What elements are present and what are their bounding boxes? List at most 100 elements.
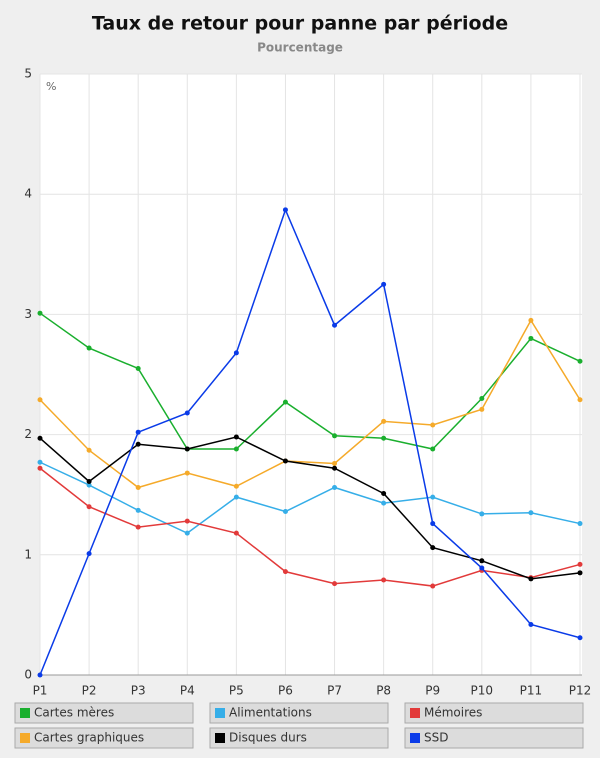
- point: [233, 434, 239, 440]
- legend-box[interactable]: [404, 702, 584, 724]
- point: [430, 494, 436, 500]
- y-tick-label: 5: [24, 67, 32, 81]
- point: [282, 399, 288, 405]
- legend-swatch: [410, 708, 420, 718]
- point: [37, 397, 43, 403]
- point: [479, 406, 485, 412]
- point: [577, 570, 583, 576]
- legend-box[interactable]: [14, 727, 194, 749]
- point: [577, 521, 583, 527]
- chart-subtitle: Pourcentage: [257, 41, 343, 55]
- x-tick-label: P6: [278, 684, 293, 698]
- point: [332, 433, 338, 439]
- point: [37, 435, 43, 441]
- point: [577, 635, 583, 641]
- x-tick-label: P9: [425, 684, 440, 698]
- y-unit: %: [46, 80, 56, 93]
- point: [86, 345, 92, 351]
- point: [86, 478, 92, 484]
- point: [381, 418, 387, 424]
- point: [528, 317, 534, 323]
- point: [381, 577, 387, 583]
- legend-label: Mémoires: [424, 706, 482, 720]
- point: [332, 484, 338, 490]
- x-tick-label: P7: [327, 684, 342, 698]
- x-tick-label: P8: [376, 684, 391, 698]
- point: [332, 581, 338, 587]
- point: [381, 435, 387, 441]
- legend-box[interactable]: [209, 727, 389, 749]
- y-tick-label: 4: [24, 187, 32, 201]
- point: [37, 465, 43, 471]
- legend-box[interactable]: [209, 702, 389, 724]
- point: [135, 507, 141, 513]
- y-tick-label: 0: [24, 668, 32, 682]
- point: [577, 561, 583, 567]
- point: [381, 281, 387, 287]
- point: [86, 551, 92, 557]
- y-tick-label: 3: [24, 307, 32, 321]
- point: [184, 410, 190, 416]
- point: [577, 358, 583, 364]
- point: [479, 558, 485, 564]
- point: [135, 524, 141, 530]
- point: [528, 510, 534, 516]
- point: [233, 483, 239, 489]
- chart-title: Taux de retour pour panne par période: [92, 13, 508, 35]
- point: [479, 396, 485, 402]
- point: [332, 465, 338, 471]
- point: [282, 458, 288, 464]
- point: [430, 521, 436, 527]
- point: [282, 207, 288, 213]
- point: [430, 545, 436, 551]
- legend-label: SSD: [424, 731, 448, 745]
- legend-swatch: [410, 733, 420, 743]
- point: [135, 441, 141, 447]
- series-line: [39, 312, 581, 450]
- point: [135, 484, 141, 490]
- point: [381, 500, 387, 506]
- legend-label: Alimentations: [229, 706, 312, 720]
- point: [233, 530, 239, 536]
- legend-box[interactable]: [404, 727, 584, 749]
- point: [184, 446, 190, 452]
- legend-label: Disques durs: [229, 731, 307, 745]
- legend-label: Cartes mères: [34, 706, 114, 720]
- x-tick-label: P5: [229, 684, 244, 698]
- x-tick-label: P3: [131, 684, 146, 698]
- legend-box[interactable]: [14, 702, 194, 724]
- x-tick-label: P2: [82, 684, 97, 698]
- point: [135, 429, 141, 435]
- y-tick-label: 2: [24, 427, 32, 441]
- point: [86, 447, 92, 453]
- point: [430, 422, 436, 428]
- point: [430, 446, 436, 452]
- point: [233, 350, 239, 356]
- point: [332, 322, 338, 328]
- point: [37, 310, 43, 316]
- series-line: [39, 436, 581, 580]
- x-tick-label: P11: [520, 684, 543, 698]
- point: [381, 490, 387, 496]
- point: [184, 470, 190, 476]
- series-line: [39, 318, 581, 489]
- legend-swatch: [215, 708, 225, 718]
- point: [528, 622, 534, 628]
- point: [184, 518, 190, 524]
- point: [135, 365, 141, 371]
- point: [528, 335, 534, 341]
- point: [184, 530, 190, 536]
- y-tick-label: 1: [24, 547, 32, 561]
- legend-swatch: [20, 708, 30, 718]
- series-line: [39, 467, 581, 587]
- legend-label: Cartes graphiques: [34, 731, 144, 745]
- point: [37, 459, 43, 465]
- point: [479, 511, 485, 517]
- point: [282, 509, 288, 515]
- plot-area: [40, 74, 582, 675]
- point: [233, 446, 239, 452]
- point: [332, 460, 338, 466]
- x-tick-label: P1: [33, 684, 48, 698]
